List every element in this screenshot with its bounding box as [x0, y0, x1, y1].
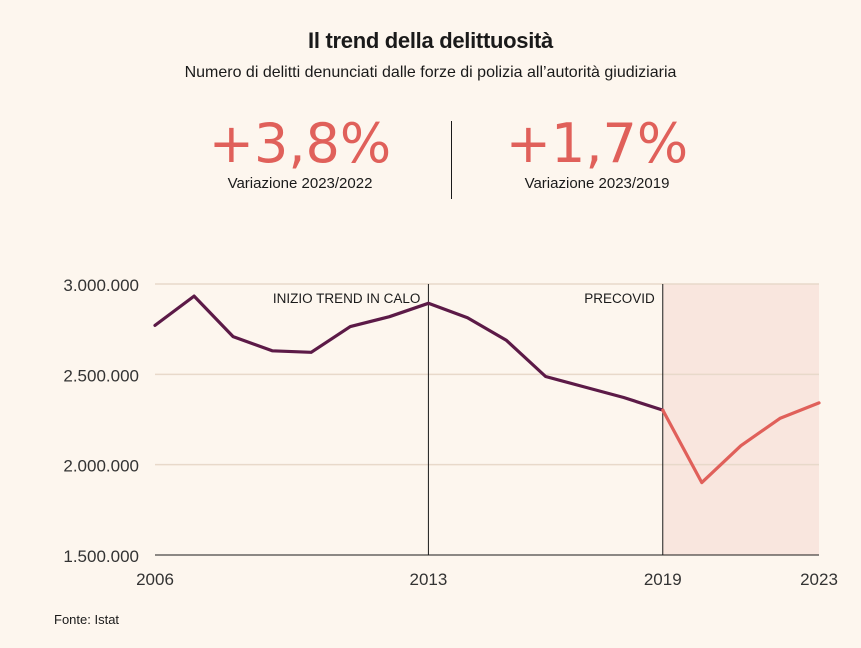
annotation-label: PRECOVID — [584, 291, 655, 306]
annotation-label: INIZIO TREND IN CALO — [273, 291, 421, 306]
kpi-value: +3,8% — [208, 112, 392, 175]
source-note: Fonte: Istat — [54, 612, 120, 627]
x-tick-label: 2006 — [136, 570, 174, 589]
x-tick-label: 2023 — [800, 570, 838, 589]
chart-subtitle: Numero di delitti denunciati dalle forze… — [184, 64, 677, 81]
y-tick-label: 1.500.000 — [63, 547, 139, 566]
kpi-value: +1,7% — [505, 112, 689, 175]
series-line-2006-2019 — [153, 294, 665, 412]
covid-highlight-band — [662, 284, 819, 555]
kpi-label: Variazione 2023/2019 — [524, 174, 670, 192]
kpi-divider — [451, 121, 452, 199]
y-tick-label: 2.000.000 — [63, 457, 139, 476]
kpi-variation-2023-2019: +1,7% Variazione 2023/2019 — [447, 112, 747, 192]
y-tick-label: 2.500.000 — [63, 366, 139, 385]
y-tick-label: 3.000.000 — [63, 276, 139, 295]
kpi-label: Variazione 2023/2022 — [227, 174, 373, 192]
x-tick-label: 2019 — [644, 570, 682, 589]
chart-title: Il trend della delittuosità — [308, 28, 553, 53]
kpi-variation-2023-2022: +3,8% Variazione 2023/2022 — [150, 112, 450, 192]
x-tick-label: 2013 — [409, 570, 447, 589]
